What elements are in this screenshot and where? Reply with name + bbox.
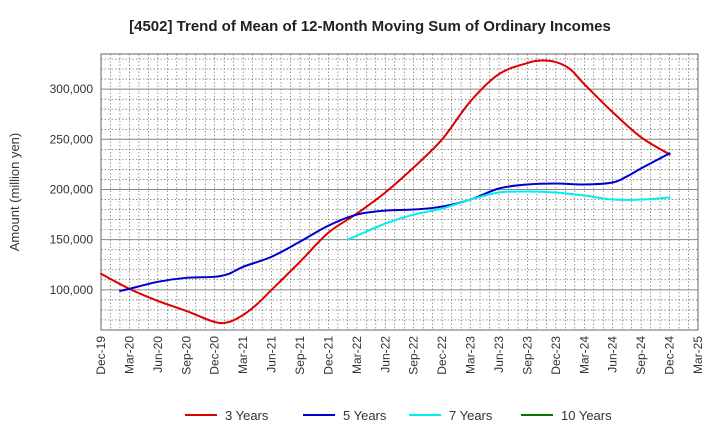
x-tick-label: Sep-20 (179, 336, 193, 375)
grid (101, 54, 698, 330)
legend-label-5-years: 5 Years (343, 408, 387, 423)
series-lines (100, 59, 671, 325)
y-tick-label: 250,000 (50, 132, 94, 146)
y-tick-label: 100,000 (50, 283, 94, 297)
x-tick-label: Mar-24 (577, 336, 591, 374)
y-tick-label: 200,000 (50, 182, 94, 196)
x-tick-label: Sep-24 (634, 336, 648, 375)
x-tick-label: Dec-19 (94, 336, 108, 375)
series-line-7-years (346, 190, 671, 241)
x-tick-label: Jun-23 (492, 336, 506, 373)
x-tick-label: Dec-24 (663, 336, 677, 375)
x-tick-label: Sep-21 (293, 336, 307, 375)
y-axis-label: Amount (million yen) (7, 133, 22, 252)
legend-label-3-years: 3 Years (225, 408, 269, 423)
series-line-5-years (119, 152, 671, 292)
series-line-3-years (100, 59, 671, 325)
legend-label-7-years: 7 Years (449, 408, 493, 423)
x-tick-label: Sep-23 (520, 336, 534, 375)
x-tick-label: Dec-20 (208, 336, 222, 375)
x-tick-label: Jun-20 (151, 336, 165, 373)
x-tick-label: Mar-25 (691, 336, 705, 374)
x-axis-ticks: Dec-19 Mar-20 Jun-20 Sep-20 Dec-20 Mar-21 Jun-… (94, 336, 705, 375)
x-tick-label: Mar-23 (464, 336, 478, 374)
y-tick-label: 150,000 (50, 233, 94, 247)
x-tick-label: Sep-22 (407, 336, 421, 375)
x-tick-label: Jun-22 (378, 336, 392, 373)
chart-title: [4502] Trend of Mean of 12-Month Moving … (129, 18, 611, 35)
y-axis-ticks: 100,000 150,000 200,000 250,000 300,000 (50, 82, 94, 297)
plot-area (100, 53, 699, 331)
legend-label-10-years: 10 Years (561, 408, 612, 423)
x-tick-label: Dec-23 (549, 336, 563, 375)
x-tick-label: Jun-24 (606, 336, 620, 373)
x-tick-label: Dec-22 (435, 336, 449, 375)
y-tick-label: 300,000 (50, 82, 94, 96)
x-tick-label: Jun-21 (265, 336, 279, 373)
x-tick-label: Mar-20 (122, 336, 136, 374)
x-tick-label: Mar-21 (236, 336, 250, 374)
x-tick-label: Mar-22 (350, 336, 364, 374)
x-tick-label: Dec-21 (321, 336, 335, 375)
legend: 3 Years 5 Years 7 Years 10 Years (185, 408, 612, 423)
